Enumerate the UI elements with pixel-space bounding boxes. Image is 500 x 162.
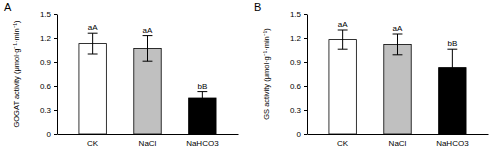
error-line: [342, 30, 343, 49]
error-cap: [447, 49, 457, 50]
y-axis: 0 0.3 0.6 0.9 1.2 1.5: [40, 10, 58, 139]
tick-mark: [304, 110, 307, 111]
annotation: bB: [447, 39, 457, 48]
error-cap: [143, 35, 153, 36]
tick-mark: [304, 14, 307, 15]
error-bar: [338, 30, 348, 49]
annotation: aA: [393, 24, 403, 33]
tick: 1.2: [40, 34, 57, 43]
error-line: [452, 49, 453, 86]
error-bar: [143, 36, 153, 62]
error-line: [397, 34, 398, 55]
annotation: aA: [88, 23, 98, 32]
tick: 1.5: [290, 10, 307, 19]
plot-area: [329, 30, 466, 134]
error-bar: [393, 34, 403, 55]
tick-label: 0: [47, 130, 52, 139]
error-cap: [197, 104, 207, 105]
tick: 0: [47, 130, 57, 139]
axis-line: [307, 15, 308, 135]
annotation: aA: [338, 20, 348, 29]
tick: CK: [337, 134, 349, 148]
tick: 0.3: [290, 106, 307, 115]
tick: 0.9: [290, 58, 307, 67]
tick: NaHCO3: [436, 134, 469, 148]
tick-label: NaHCO3: [436, 139, 469, 148]
tick-mark: [304, 38, 307, 39]
error-line: [147, 36, 148, 62]
error-cap: [197, 91, 207, 92]
tick-label: NaCl: [139, 139, 157, 148]
tick-label: 0.9: [290, 58, 302, 67]
annotation: aA: [143, 26, 153, 35]
tick: CK: [87, 134, 99, 148]
axis-line: [58, 134, 239, 135]
tick: 0: [297, 130, 307, 139]
error-cap: [338, 30, 348, 31]
tick: 0.6: [290, 82, 307, 91]
tick-label: 0.6: [290, 82, 302, 91]
tick: NaCl: [139, 134, 157, 148]
tick-label: 0: [297, 130, 302, 139]
tick: 0.9: [40, 58, 57, 67]
error-cap: [88, 33, 98, 34]
tick: 1.5: [40, 10, 57, 19]
chart: aA aA bB 0 0.3 0.6 0.9 1.2 1.5 CK NaCl NaHCO3 GOGAT …: [0, 0, 500, 162]
tick-mark: [54, 38, 57, 39]
tick-label: 1.2: [290, 34, 302, 43]
tick-mark: [54, 86, 57, 87]
error-bar: [88, 33, 98, 54]
panel: aA aA bB 0 0.3 0.6 0.9 1.2 1.5 CK NaCl NaHCO3 GS act…: [262, 10, 489, 148]
error-cap: [393, 34, 403, 35]
axis-line: [57, 15, 58, 135]
annotation: bB: [197, 82, 207, 91]
tick-mark: [304, 134, 307, 135]
tick: 0.3: [40, 106, 57, 115]
panel: aA aA bB 0 0.3 0.6 0.9 1.2 1.5 CK NaCl NaHCO3 GOGAT …: [12, 10, 239, 148]
tick-label: 1.5: [40, 10, 52, 19]
tick-mark: [304, 86, 307, 87]
x-axis: CK NaCl NaHCO3: [308, 134, 489, 148]
y-axis: 0 0.3 0.6 0.9 1.2 1.5: [290, 10, 308, 139]
tick-label: CK: [87, 139, 99, 148]
error-bar: [447, 49, 457, 86]
error-cap: [143, 61, 153, 62]
axis-line: [308, 134, 489, 135]
tick: 0.6: [40, 82, 57, 91]
error-bar: [197, 92, 207, 105]
tick-label: 1.5: [290, 10, 302, 19]
tick-mark: [54, 110, 57, 111]
panel-title: B: [254, 1, 261, 13]
x-axis: CK NaCl NaHCO3: [58, 134, 239, 148]
panel-title: A: [4, 1, 12, 13]
tick-label: NaHCO3: [186, 139, 219, 148]
bar: [329, 40, 356, 134]
error-line: [92, 33, 93, 54]
y-axis-title: GOGAT activity (μmol·g⁻¹·min⁻¹): [12, 20, 21, 128]
tick-label: 0.3: [290, 106, 302, 115]
plot-area: [79, 33, 216, 134]
error-cap: [338, 49, 348, 50]
tick-label: 1.2: [40, 34, 52, 43]
bar: [384, 44, 411, 134]
tick: NaCl: [389, 134, 407, 148]
error-cap: [88, 54, 98, 55]
tick: 1.2: [290, 34, 307, 43]
tick-label: NaCl: [389, 139, 407, 148]
bar: [134, 48, 161, 134]
tick-mark: [304, 62, 307, 63]
error-line: [202, 92, 203, 105]
y-axis-title: GS activity (μmol·g⁻¹·min⁻¹): [262, 28, 271, 120]
bar: [79, 44, 106, 134]
error-cap: [447, 86, 457, 87]
tick-label: CK: [337, 139, 349, 148]
tick-label: 0.6: [40, 82, 52, 91]
error-cap: [393, 54, 403, 55]
tick-label: 0.3: [40, 106, 52, 115]
tick-mark: [54, 14, 57, 15]
tick-mark: [54, 62, 57, 63]
tick-label: 0.9: [40, 58, 52, 67]
tick: NaHCO3: [186, 134, 219, 148]
tick-mark: [54, 134, 57, 135]
